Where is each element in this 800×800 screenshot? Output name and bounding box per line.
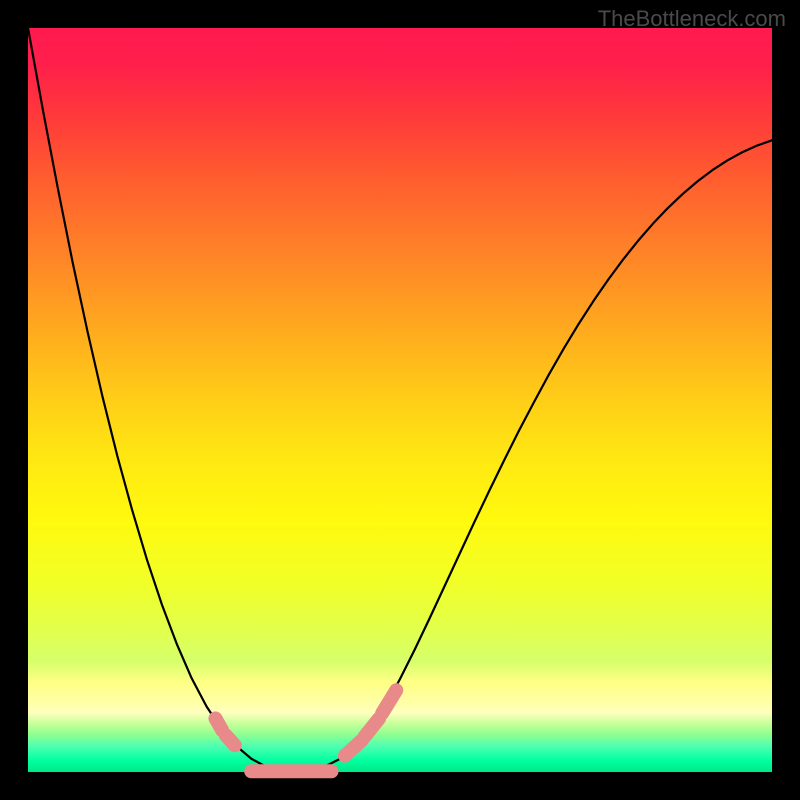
plot-svg [0, 0, 800, 800]
watermark-text: TheBottleneck.com [598, 6, 786, 32]
bottleneck-plot [0, 0, 800, 800]
